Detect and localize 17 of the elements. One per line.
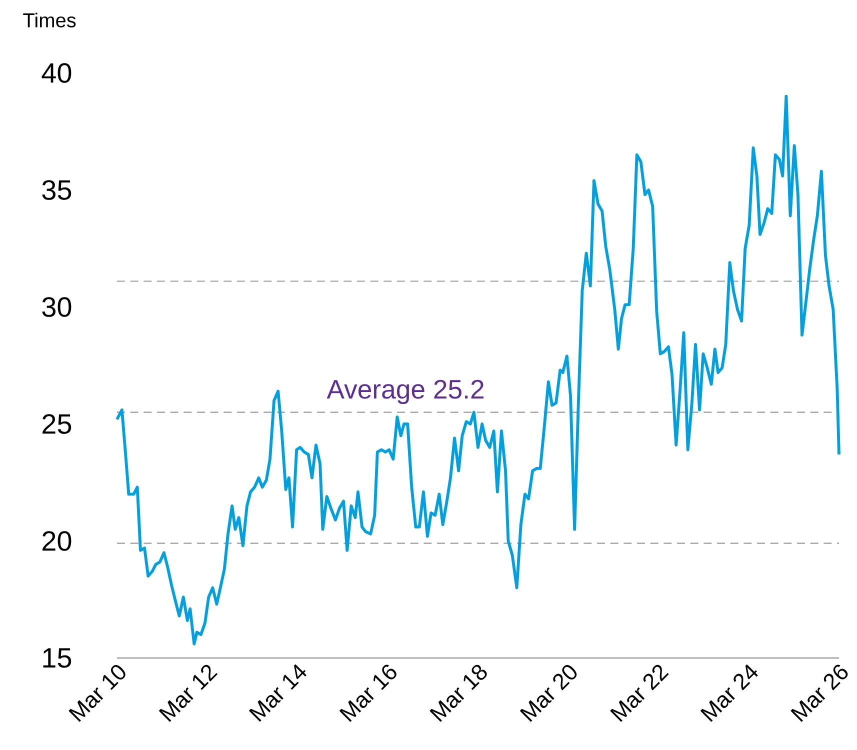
y-tick-label: 20 — [42, 531, 72, 551]
x-tick-label: Mar 22 — [610, 664, 669, 722]
x-tick-label: Mar 12 — [158, 664, 218, 722]
x-tick-label: Mar 20 — [520, 665, 577, 722]
x-tick-label: Mar 18 — [430, 664, 487, 722]
x-tick-label: Mar 14 — [248, 664, 306, 722]
y-tick-label: 30 — [42, 297, 72, 317]
y-tick-label: 40 — [42, 63, 72, 83]
x-tick-label: Mar 24 — [700, 664, 758, 722]
y-tick-label: 15 — [43, 648, 72, 668]
x-tick-label: Mar 26 — [790, 664, 848, 722]
x-tick-label: Mar 10 — [68, 665, 126, 722]
ref-line-label: Average 25.2 — [326, 380, 484, 404]
y-tick-label: 35 — [42, 180, 72, 200]
y-tick-label: 25 — [42, 414, 72, 434]
x-tick-label: Mar 16 — [339, 664, 396, 722]
y-axis-title: Times — [23, 12, 76, 28]
